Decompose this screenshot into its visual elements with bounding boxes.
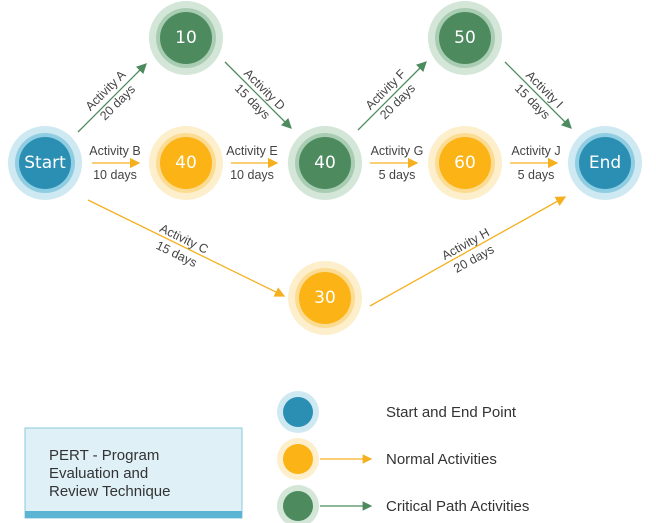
- legend-normal: Normal Activities: [277, 438, 497, 480]
- node-end: End: [568, 126, 642, 200]
- svg-text:30: 30: [314, 288, 336, 308]
- edge-activity-d: [224, 61, 292, 129]
- edge-activity-i: [504, 61, 572, 129]
- edge-activity-a: [77, 63, 147, 133]
- edge-activity-c: [87, 199, 286, 297]
- activity-j-duration: 5 days: [518, 168, 555, 182]
- activity-b-label: Activity B: [89, 144, 140, 158]
- legend: Start and End Point Normal Activities Cr…: [277, 391, 529, 523]
- node-start: Start: [8, 126, 82, 200]
- activity-b-duration: 10 days: [93, 168, 137, 182]
- node-60: 60: [428, 126, 502, 200]
- legend-start-end: Start and End Point: [277, 391, 517, 433]
- edges: [77, 61, 572, 307]
- svg-text:40: 40: [175, 153, 197, 173]
- svg-text:60: 60: [454, 153, 476, 173]
- title-box: PERT - Program Evaluation and Review Tec…: [24, 427, 243, 519]
- svg-text:Start: Start: [24, 153, 66, 173]
- edge-activity-f: [357, 61, 427, 131]
- svg-text:40: 40: [314, 153, 336, 173]
- activity-j-label: Activity J: [511, 144, 560, 158]
- node-30: 30: [288, 261, 362, 335]
- legend-critical: Critical Path Activities: [277, 485, 529, 523]
- svg-text:Start and End Point: Start and End Point: [386, 404, 517, 421]
- node-40-b: 40: [149, 126, 223, 200]
- svg-text:Critical Path Activities: Critical Path Activities: [386, 498, 529, 515]
- svg-text:Normal Activities: Normal Activities: [386, 451, 497, 468]
- activity-e-label: Activity E: [226, 144, 277, 158]
- node-50: 50: [428, 1, 502, 75]
- title-line-2: Evaluation and: [49, 465, 148, 482]
- node-40-d: 40: [288, 126, 362, 200]
- svg-text:End: End: [589, 153, 621, 173]
- svg-text:10: 10: [175, 28, 197, 48]
- activity-g-label: Activity G: [371, 144, 424, 158]
- node-10: 10: [149, 1, 223, 75]
- activity-e-duration: 10 days: [230, 168, 274, 182]
- activity-g-duration: 5 days: [379, 168, 416, 182]
- edge-activity-h: [369, 196, 567, 307]
- svg-text:50: 50: [454, 28, 476, 48]
- title-line-3: Review Technique: [49, 483, 170, 500]
- title-line-1: PERT - Program: [49, 447, 159, 464]
